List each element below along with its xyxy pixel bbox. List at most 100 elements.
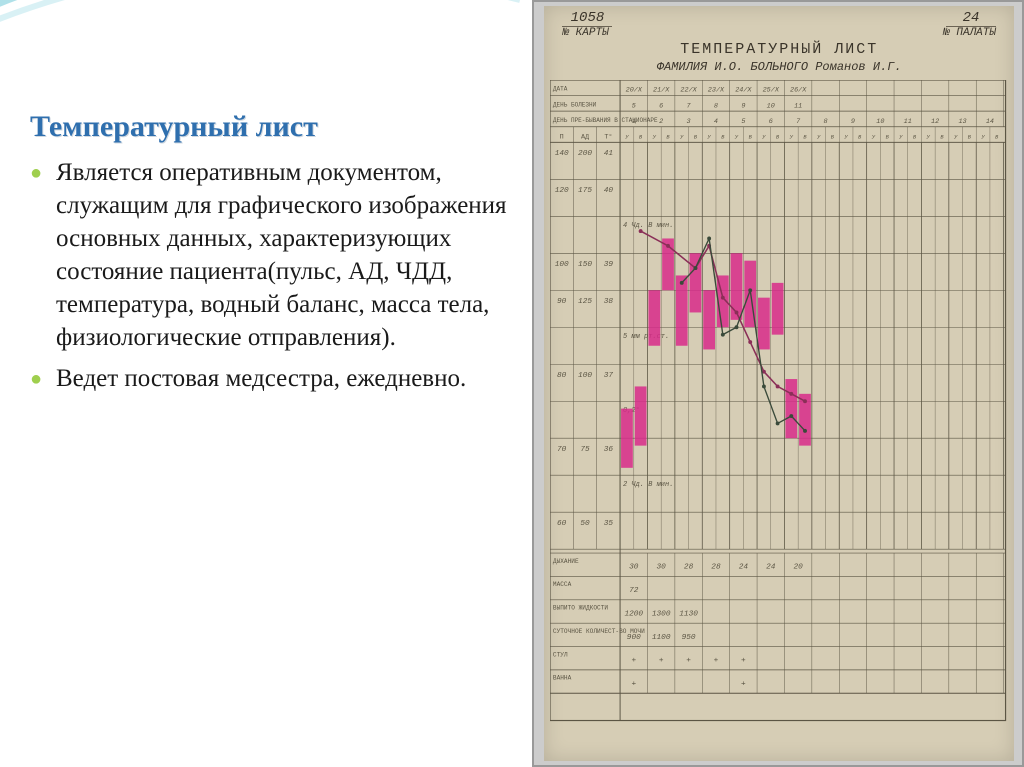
svg-text:+: + xyxy=(741,680,746,688)
svg-text:В: В xyxy=(776,134,780,140)
svg-text:10: 10 xyxy=(877,118,885,126)
svg-text:6: 6 xyxy=(769,118,773,126)
svg-text:В: В xyxy=(886,134,890,140)
svg-text:900: 900 xyxy=(627,634,641,642)
svg-text:У: У xyxy=(981,134,986,140)
svg-text:1300: 1300 xyxy=(652,610,671,618)
svg-text:1100: 1100 xyxy=(652,634,671,642)
svg-text:8: 8 xyxy=(824,118,828,126)
sheet-title: ТЕМПЕРАТУРНЫЙ ЛИСТ xyxy=(544,41,1014,58)
svg-text:ДЫХАНИЕ: ДЫХАНИЕ xyxy=(553,558,579,565)
svg-text:В: В xyxy=(804,134,808,140)
svg-text:1130: 1130 xyxy=(680,610,699,618)
svg-text:2: 2 xyxy=(660,118,664,126)
svg-text:ДАТА: ДАТА xyxy=(553,86,568,93)
svg-text:У: У xyxy=(652,134,657,140)
card-no-value: 1058 xyxy=(562,10,612,27)
svg-text:4 Чд. В мин.: 4 Чд. В мин. xyxy=(623,222,673,230)
svg-text:3: 3 xyxy=(687,118,691,126)
svg-text:+: + xyxy=(741,657,746,665)
svg-text:+: + xyxy=(687,657,692,665)
svg-text:30: 30 xyxy=(630,564,640,572)
svg-text:+: + xyxy=(659,657,664,665)
svg-text:5: 5 xyxy=(742,118,746,126)
svg-text:28: 28 xyxy=(684,564,694,572)
svg-text:+: + xyxy=(632,657,637,665)
svg-text:24: 24 xyxy=(767,564,777,572)
svg-text:ДЕНЬ БОЛЕЗНИ: ДЕНЬ БОЛЕЗНИ xyxy=(553,101,597,108)
svg-text:МАССА: МАССА xyxy=(553,581,572,588)
svg-text:40: 40 xyxy=(604,187,614,195)
svg-text:100: 100 xyxy=(579,372,593,380)
bullet-list: Является оперативным документом, служащи… xyxy=(30,156,522,395)
svg-text:У: У xyxy=(844,134,849,140)
svg-text:24: 24 xyxy=(739,564,749,572)
temperature-sheet: 1058 № КАРТЫ 24 № ПАЛАТЫ ТЕМПЕРАТУРНЫЙ Л… xyxy=(544,6,1014,761)
svg-text:У: У xyxy=(762,134,767,140)
svg-text:У: У xyxy=(680,134,685,140)
svg-text:60: 60 xyxy=(557,520,567,528)
svg-text:2 Чд. В мин.: 2 Чд. В мин. xyxy=(623,481,673,489)
svg-text:5: 5 xyxy=(632,102,636,110)
ward-no-value: 24 xyxy=(946,10,996,27)
svg-text:СТУЛ: СТУЛ xyxy=(553,651,568,658)
slide-title: Температурный лист xyxy=(30,110,522,144)
svg-text:14: 14 xyxy=(986,118,994,126)
svg-text:1: 1 xyxy=(632,118,636,126)
svg-text:У: У xyxy=(926,134,931,140)
temperature-chart: ДАТА20/X21/X22/X23/X24/X25/X26/XДЕНЬ БОЛ… xyxy=(550,80,1008,722)
svg-text:140: 140 xyxy=(555,150,569,158)
svg-text:12: 12 xyxy=(932,118,940,126)
temperature-sheet-frame: 1058 № КАРТЫ 24 № ПАЛАТЫ ТЕМПЕРАТУРНЫЙ Л… xyxy=(532,0,1024,767)
svg-text:В: В xyxy=(968,134,972,140)
svg-text:37: 37 xyxy=(604,372,614,380)
svg-text:120: 120 xyxy=(555,187,569,195)
svg-text:70: 70 xyxy=(557,446,567,454)
svg-text:У: У xyxy=(871,134,876,140)
svg-text:7: 7 xyxy=(687,102,692,110)
svg-text:11: 11 xyxy=(904,118,912,126)
svg-text:26/X: 26/X xyxy=(790,87,807,95)
svg-text:9: 9 xyxy=(851,118,855,126)
bullet-item: Ведет постовая медсестра, ежедневно. xyxy=(30,362,522,395)
svg-text:П: П xyxy=(560,133,564,141)
svg-text:У: У xyxy=(817,134,822,140)
svg-text:В: В xyxy=(639,134,643,140)
svg-text:36: 36 xyxy=(604,446,614,454)
svg-text:125: 125 xyxy=(579,298,593,306)
svg-text:5 мм рт.ст.: 5 мм рт.ст. xyxy=(623,333,669,341)
svg-text:41: 41 xyxy=(604,150,613,158)
svg-text:72: 72 xyxy=(630,587,640,595)
svg-text:90: 90 xyxy=(557,298,567,306)
svg-text:4: 4 xyxy=(714,118,718,126)
ward-no-label: № ПАЛАТЫ xyxy=(943,27,996,39)
svg-text:25/X: 25/X xyxy=(763,87,780,95)
svg-text:22/X: 22/X xyxy=(681,87,698,95)
svg-text:175: 175 xyxy=(579,187,593,195)
svg-text:У: У xyxy=(734,134,739,140)
svg-text:1200: 1200 xyxy=(625,610,644,618)
svg-text:21/X: 21/X xyxy=(653,87,670,95)
svg-text:80: 80 xyxy=(557,372,567,380)
svg-text:В: В xyxy=(913,134,917,140)
svg-text:В: В xyxy=(831,134,835,140)
svg-text:28: 28 xyxy=(712,564,722,572)
svg-text:В: В xyxy=(722,134,726,140)
sheet-subtitle: ФАМИЛИЯ И.О. БОЛЬНОГО Романов И.Г. xyxy=(544,60,1014,74)
svg-text:ВЫПИТО ЖИДКОСТИ: ВЫПИТО ЖИДКОСТИ xyxy=(553,605,608,612)
svg-text:В: В xyxy=(996,134,1000,140)
svg-text:20/X: 20/X xyxy=(626,87,643,95)
svg-text:В: В xyxy=(859,134,863,140)
card-no-label: № КАРТЫ xyxy=(562,27,608,39)
svg-text:У: У xyxy=(625,134,630,140)
svg-text:38: 38 xyxy=(604,298,614,306)
svg-text:6: 6 xyxy=(660,102,664,110)
svg-text:50: 50 xyxy=(581,520,591,528)
svg-text:+: + xyxy=(714,657,719,665)
svg-text:9: 9 xyxy=(742,102,746,110)
svg-text:АД: АД xyxy=(581,133,589,141)
svg-text:В: В xyxy=(667,134,671,140)
svg-text:30: 30 xyxy=(657,564,667,572)
svg-text:У: У xyxy=(707,134,712,140)
svg-text:11: 11 xyxy=(795,102,803,110)
